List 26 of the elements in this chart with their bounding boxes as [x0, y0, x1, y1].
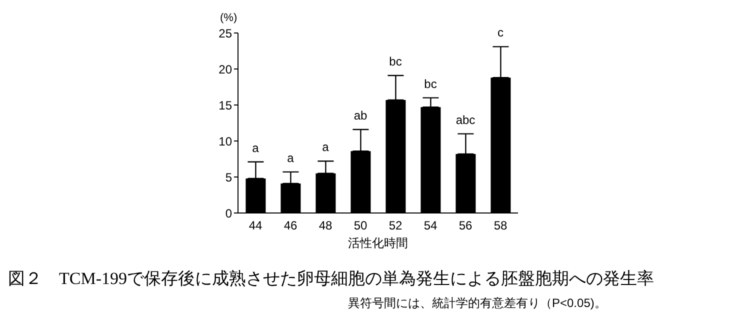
- annotation: a: [287, 150, 294, 165]
- y-axis-title: (%): [220, 12, 238, 24]
- y-tick-label: 20: [218, 62, 232, 76]
- annotation: abc: [456, 112, 476, 127]
- x-tick-label: 52: [388, 218, 402, 233]
- annotation: c: [498, 26, 504, 40]
- x-tick-label: 56: [458, 218, 472, 233]
- annotation: bc: [389, 54, 402, 68]
- x-tick-label: 58: [494, 218, 508, 233]
- text: 異符号間には、統計学的有意差有り（P<0.05)。: [348, 295, 608, 312]
- annotation: ab: [354, 108, 368, 122]
- annotation: a: [252, 140, 260, 155]
- y-tick-label: 15: [218, 98, 232, 112]
- y-tick-label: 0: [225, 206, 232, 220]
- annotation: bc: [424, 76, 437, 91]
- y-tick-label: 10: [218, 134, 232, 148]
- text: 図２ TCM-199で保存後に成熟させた卵母細胞の単為発生による胚盤胞期への発生率: [8, 268, 655, 290]
- y-tick-label: 5: [225, 170, 232, 184]
- x-tick-label: 54: [424, 218, 438, 233]
- annotation: a: [322, 140, 330, 154]
- x-tick-label: 44: [248, 218, 262, 233]
- x-tick-label: 46: [284, 218, 298, 233]
- y-tick-label: 25: [218, 26, 232, 40]
- x-tick-label: 50: [354, 218, 368, 233]
- x-axis-title: 活性化時間: [348, 236, 408, 250]
- x-tick-label: 48: [318, 218, 332, 233]
